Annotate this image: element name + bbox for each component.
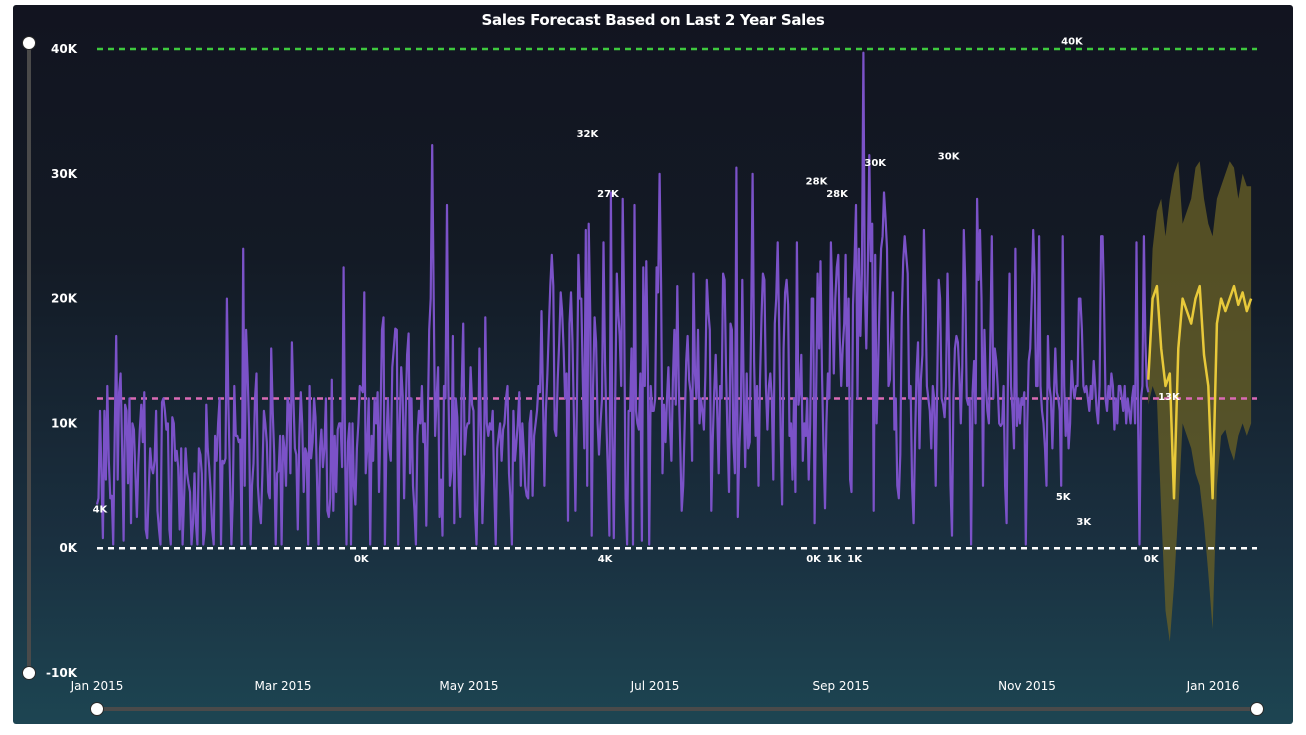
y-slider-top-handle[interactable]	[22, 36, 36, 50]
y-tick-label: 10K	[51, 416, 78, 430]
x-axis: Jan 2015 Mar 2015 May 2015 Jul 2015 Sep 2015…	[70, 679, 1240, 693]
data-label: 0K	[806, 554, 822, 565]
data-label: 32K	[577, 129, 600, 140]
x-range-slider[interactable]	[90, 702, 1264, 716]
x-tick-label: Jan 2015	[70, 679, 124, 693]
data-label: 3K	[1076, 517, 1092, 528]
data-label: 4K	[93, 504, 109, 515]
data-label: 1K	[847, 554, 863, 565]
y-tick-label: -10K	[46, 666, 78, 680]
x-tick-label: Nov 2015	[998, 679, 1056, 693]
forecast-line	[1147, 284, 1253, 500]
x-tick-label: Sep 2015	[813, 679, 870, 693]
actual-sales-line	[95, 51, 1150, 546]
data-label: 0K	[354, 554, 370, 565]
data-label: 28K	[826, 189, 849, 200]
chart-title: Sales Forecast Based on Last 2 Year Sale…	[481, 11, 825, 29]
y-tick-label: 20K	[51, 292, 78, 306]
data-label: 27K	[597, 189, 620, 200]
y-axis: 40K 30K 20K 10K 0K -10K	[46, 42, 78, 680]
x-slider-right-handle[interactable]	[1250, 702, 1264, 716]
x-slider-left-handle[interactable]	[90, 702, 104, 716]
data-label: 28K	[806, 177, 829, 188]
data-label: 0K	[1144, 554, 1160, 565]
x-tick-label: May 2015	[439, 679, 498, 693]
x-tick-label: Jul 2015	[630, 679, 680, 693]
data-label: 13K	[1158, 392, 1181, 403]
chart-card: Sales Forecast Based on Last 2 Year Sale…	[13, 5, 1293, 724]
x-tick-label: Jan 2016	[1186, 679, 1240, 693]
x-tick-label: Mar 2015	[255, 679, 312, 693]
y-tick-label: 30K	[51, 167, 78, 181]
y-range-slider[interactable]	[22, 36, 36, 680]
data-label: 1K	[827, 554, 843, 565]
data-label: 30K	[938, 152, 961, 163]
forecast-confidence-band	[1148, 161, 1252, 642]
series-lines	[95, 51, 1253, 546]
data-label: 40K	[1061, 37, 1084, 48]
data-label: 30K	[864, 158, 887, 169]
y-slider-bottom-handle[interactable]	[22, 666, 36, 680]
y-tick-label: 0K	[59, 541, 77, 555]
y-tick-label: 40K	[51, 42, 78, 56]
data-label: 4K	[598, 554, 614, 565]
chart-svg: 40K 30K 20K 10K 0K -10K Jan 2015 Mar 2015 May 2…	[22, 36, 1264, 716]
forecast-band	[1148, 161, 1252, 642]
data-label: 5K	[1056, 492, 1072, 503]
